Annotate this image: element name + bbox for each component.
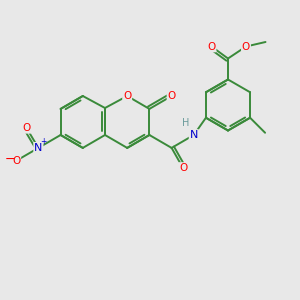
Text: O: O <box>123 91 131 101</box>
Text: −: − <box>4 153 15 166</box>
Text: +: + <box>40 137 47 146</box>
Text: N: N <box>190 130 198 140</box>
Text: O: O <box>207 41 216 52</box>
Text: O: O <box>242 41 250 52</box>
Text: O: O <box>22 123 31 133</box>
Text: O: O <box>167 91 176 101</box>
Text: O: O <box>12 156 20 166</box>
Text: O: O <box>179 163 187 173</box>
Text: H: H <box>182 118 190 128</box>
Text: N: N <box>34 143 43 153</box>
